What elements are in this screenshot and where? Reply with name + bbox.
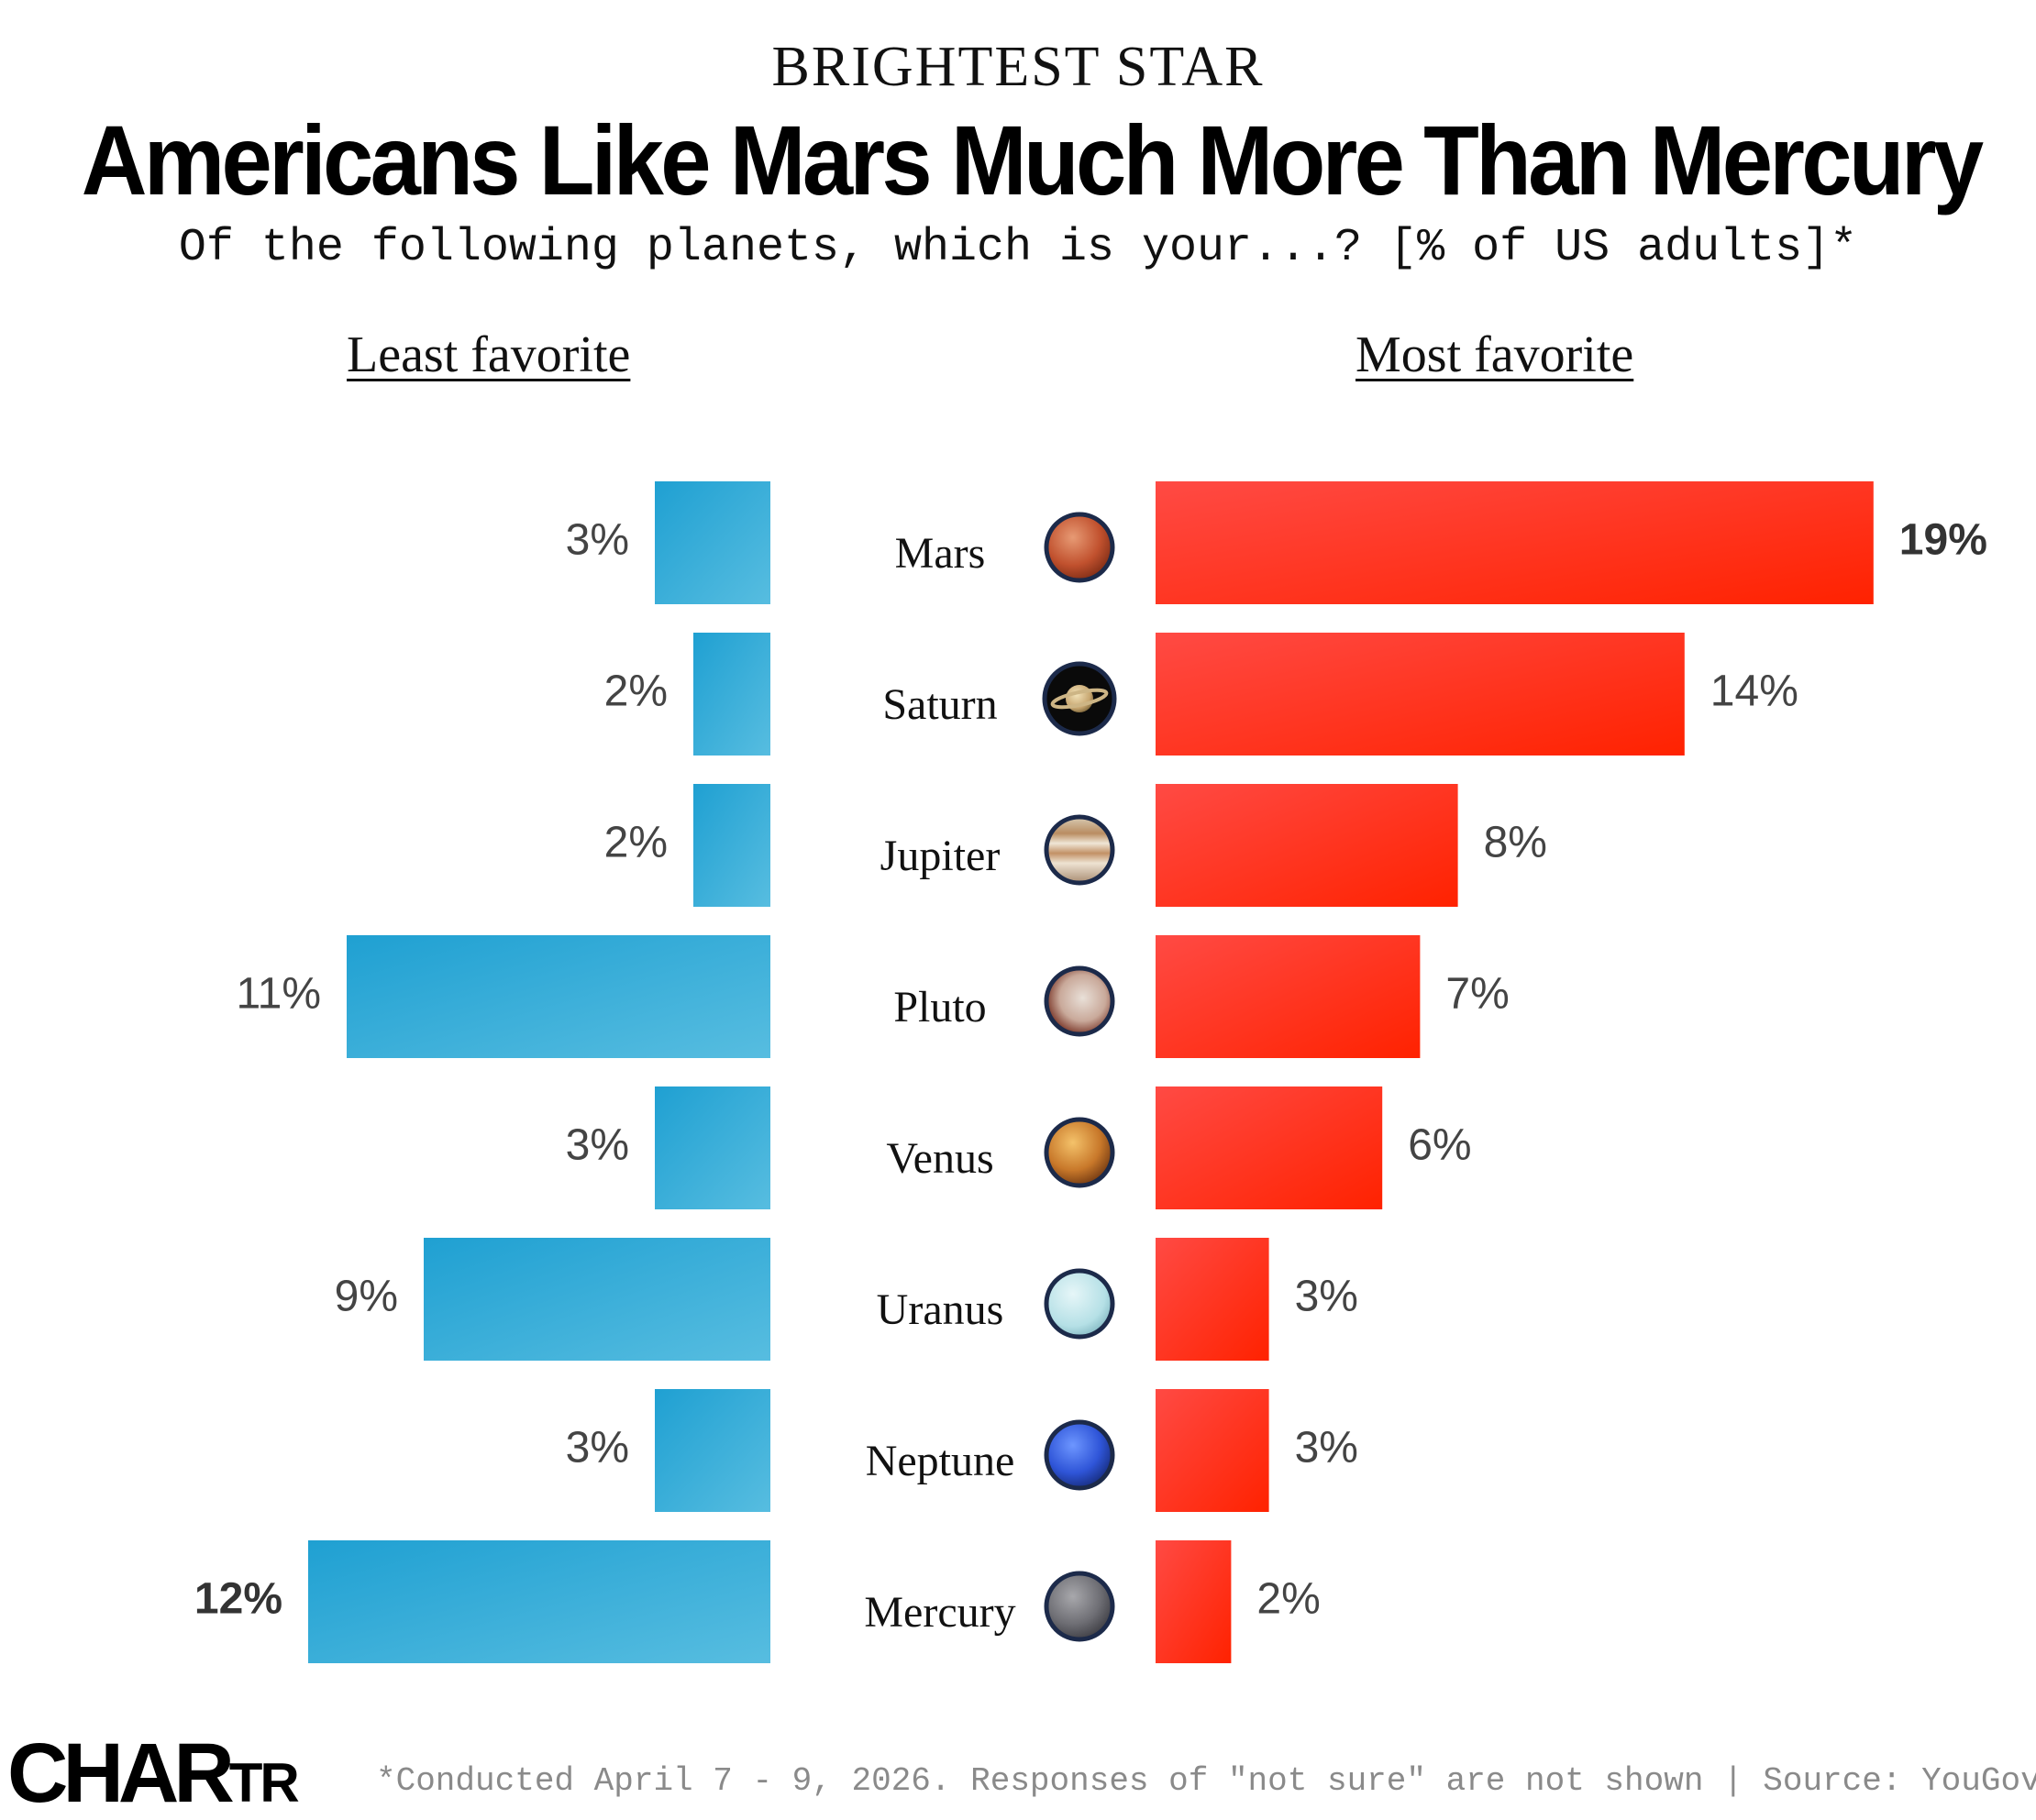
- label-most-neptune: 3%: [1295, 1424, 1358, 1473]
- mars-icon: [1044, 512, 1115, 583]
- label-least-uranus: 9%: [335, 1273, 398, 1321]
- bar-most-neptune: [1156, 1389, 1269, 1512]
- neptune-icon: [1044, 1419, 1115, 1491]
- right-column-heading: Most favorite: [1355, 326, 1634, 383]
- bar-least-venus: [655, 1086, 770, 1209]
- label-most-saturn: 14%: [1710, 667, 1798, 716]
- bar-least-jupiter: [693, 784, 770, 907]
- jupiter-icon: [1044, 814, 1115, 886]
- bar-most-jupiter: [1156, 784, 1458, 907]
- uranus-icon: [1044, 1268, 1115, 1340]
- planet-name-saturn: Saturn: [882, 680, 997, 729]
- planet-name-mercury: Mercury: [864, 1588, 1015, 1637]
- chart-subtitle: Of the following planets, which is your.…: [178, 222, 1858, 274]
- label-most-mercury: 2%: [1256, 1575, 1320, 1624]
- label-least-saturn: 2%: [604, 667, 668, 716]
- pluto-icon: [1044, 965, 1115, 1037]
- bar-most-mars: [1156, 481, 1874, 604]
- bar-least-saturn: [693, 633, 770, 756]
- mercury-icon: [1044, 1571, 1115, 1642]
- bar-least-mars: [655, 481, 770, 604]
- planet-name-mars: Mars: [895, 529, 986, 578]
- saturn-icon: [1042, 661, 1117, 736]
- label-least-mercury: 12%: [194, 1575, 282, 1624]
- label-most-uranus: 3%: [1295, 1273, 1358, 1321]
- label-most-pluto: 7%: [1445, 970, 1509, 1019]
- chart-kicker: BRIGHTEST STAR: [771, 36, 1265, 98]
- planet-name-jupiter: Jupiter: [880, 832, 1001, 880]
- planet-name-venus: Venus: [886, 1134, 993, 1183]
- label-least-pluto: 11%: [236, 970, 321, 1019]
- venus-icon: [1044, 1117, 1115, 1188]
- planet-name-uranus: Uranus: [877, 1285, 1004, 1334]
- label-least-mars: 3%: [566, 516, 629, 565]
- planet-name-pluto: Pluto: [893, 983, 986, 1031]
- bar-least-neptune: [655, 1389, 770, 1512]
- label-least-venus: 3%: [566, 1121, 629, 1170]
- bar-most-uranus: [1156, 1238, 1269, 1361]
- chartr-logo: CHARTR: [7, 1726, 300, 1820]
- chart-title: Americans Like Mars Much More Than Mercu…: [81, 105, 1984, 215]
- label-most-jupiter: 8%: [1484, 819, 1547, 867]
- planet-name-neptune: Neptune: [866, 1437, 1015, 1485]
- bar-least-uranus: [424, 1238, 770, 1361]
- bar-most-venus: [1156, 1086, 1383, 1209]
- bar-least-pluto: [347, 935, 770, 1058]
- label-least-neptune: 3%: [566, 1424, 629, 1473]
- bar-most-mercury: [1156, 1540, 1232, 1663]
- label-most-mars: 19%: [1899, 516, 1987, 565]
- bar-most-saturn: [1156, 633, 1685, 756]
- label-most-venus: 6%: [1408, 1121, 1471, 1170]
- left-column-heading: Least favorite: [347, 326, 631, 383]
- label-least-jupiter: 2%: [604, 819, 668, 867]
- bar-most-pluto: [1156, 935, 1421, 1058]
- bar-least-mercury: [308, 1540, 770, 1663]
- footnote-source: *Conducted April 7 - 9, 2026. Responses …: [376, 1762, 2036, 1800]
